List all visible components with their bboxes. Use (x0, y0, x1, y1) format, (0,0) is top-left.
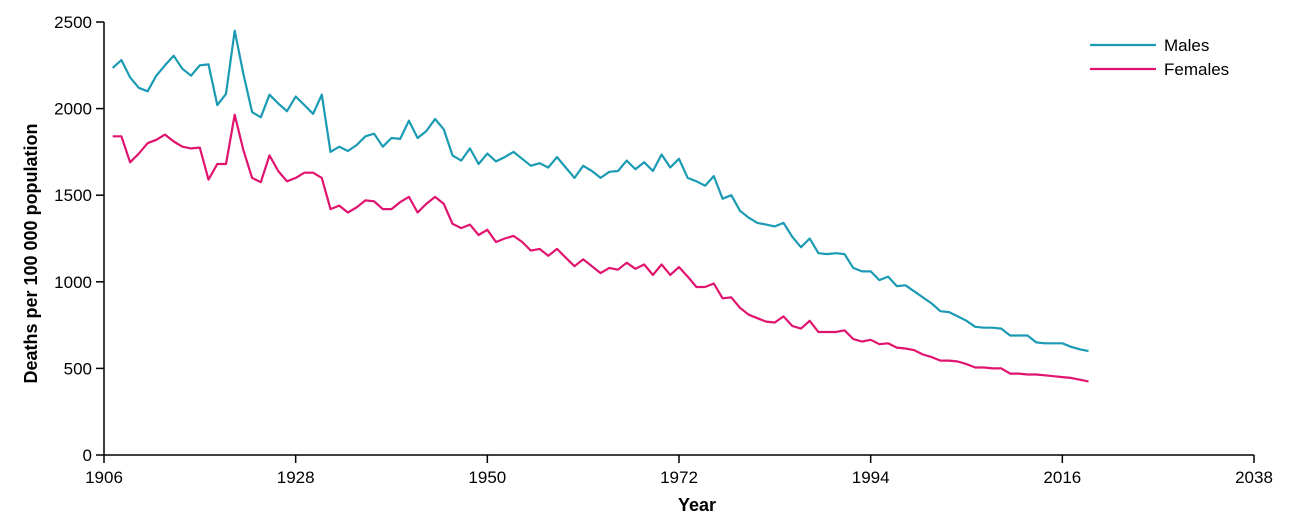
x-tick-label: 1906 (85, 468, 123, 487)
axes (103, 22, 1254, 456)
legend-label-males: Males (1164, 36, 1209, 55)
x-tick-label: 1928 (277, 468, 315, 487)
y-axis-title: Deaths per 100 000 population (21, 123, 41, 383)
x-ticks: 1906 1928 1950 1972 1994 2016 2038 (85, 455, 1273, 487)
x-tick-label: 1972 (660, 468, 698, 487)
x-tick-label: 2016 (1043, 468, 1081, 487)
x-axis-title: Year (678, 495, 716, 515)
x-tick-label: 1950 (468, 468, 506, 487)
y-tick-label: 2000 (54, 100, 92, 119)
series-line-males (111, 29, 1089, 353)
series-line-females (112, 113, 1089, 383)
y-tick-label: 0 (83, 446, 92, 465)
series-layer (111, 29, 1089, 383)
x-tick-label: 1994 (852, 468, 890, 487)
y-tick-label: 1500 (54, 186, 92, 205)
y-tick-label: 500 (64, 359, 92, 378)
y-tick-label: 1000 (54, 273, 92, 292)
x-tick-label: 2038 (1235, 468, 1273, 487)
legend-label-females: Females (1164, 60, 1229, 79)
legend: Males Females (1090, 36, 1229, 79)
y-tick-label: 2500 (54, 13, 92, 32)
y-ticks: 0 500 1000 1500 2000 2500 (54, 13, 104, 465)
